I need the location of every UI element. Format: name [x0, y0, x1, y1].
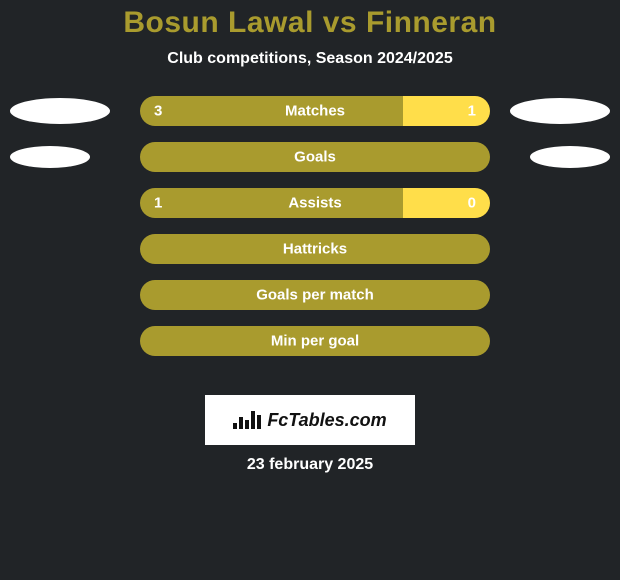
stat-right-value: 1	[468, 103, 476, 120]
stat-row: Goals	[0, 142, 620, 172]
stat-rows-container: 31MatchesGoals10AssistsHattricksGoals pe…	[0, 96, 620, 356]
stat-bar-left: 1	[140, 188, 403, 218]
logo-bar-segment	[257, 415, 261, 429]
player-left-avatar	[10, 146, 90, 168]
stat-row: 31Matches	[0, 96, 620, 126]
stat-row: Hattricks	[0, 234, 620, 264]
logo-bar-segment	[251, 411, 255, 429]
logo-text: FcTables.com	[267, 410, 386, 431]
date-caption: 23 february 2025	[0, 456, 620, 474]
logo-bar-segment	[239, 417, 243, 429]
comparison-title: Bosun Lawal vs Finneran	[0, 0, 620, 40]
logo-bar-segment	[245, 420, 249, 429]
stat-bar: 31Matches	[140, 96, 490, 126]
stat-bar-left	[140, 280, 490, 310]
stat-row: Goals per match	[0, 280, 620, 310]
player-right-avatar	[510, 98, 610, 124]
player-left-avatar	[10, 98, 110, 124]
stat-bar: Goals per match	[140, 280, 490, 310]
stat-bar: 10Assists	[140, 188, 490, 218]
stat-bar: Min per goal	[140, 326, 490, 356]
fctables-logo: FcTables.com	[205, 395, 415, 445]
stat-row: 10Assists	[0, 188, 620, 218]
stat-left-value: 1	[154, 195, 162, 212]
logo-bars-icon	[233, 411, 261, 429]
stat-bar-right: 1	[403, 96, 491, 126]
stat-right-value: 0	[468, 195, 476, 212]
stat-bar-left	[140, 234, 490, 264]
comparison-subtitle: Club competitions, Season 2024/2025	[0, 50, 620, 68]
stat-bar-left: 3	[140, 96, 403, 126]
stat-bar-right: 0	[403, 188, 491, 218]
stat-bar-left	[140, 326, 490, 356]
logo-bar-segment	[233, 423, 237, 429]
stat-bar: Goals	[140, 142, 490, 172]
stat-bar: Hattricks	[140, 234, 490, 264]
stat-bar-left	[140, 142, 490, 172]
stat-left-value: 3	[154, 103, 162, 120]
stat-row: Min per goal	[0, 326, 620, 356]
player-right-avatar	[530, 146, 610, 168]
